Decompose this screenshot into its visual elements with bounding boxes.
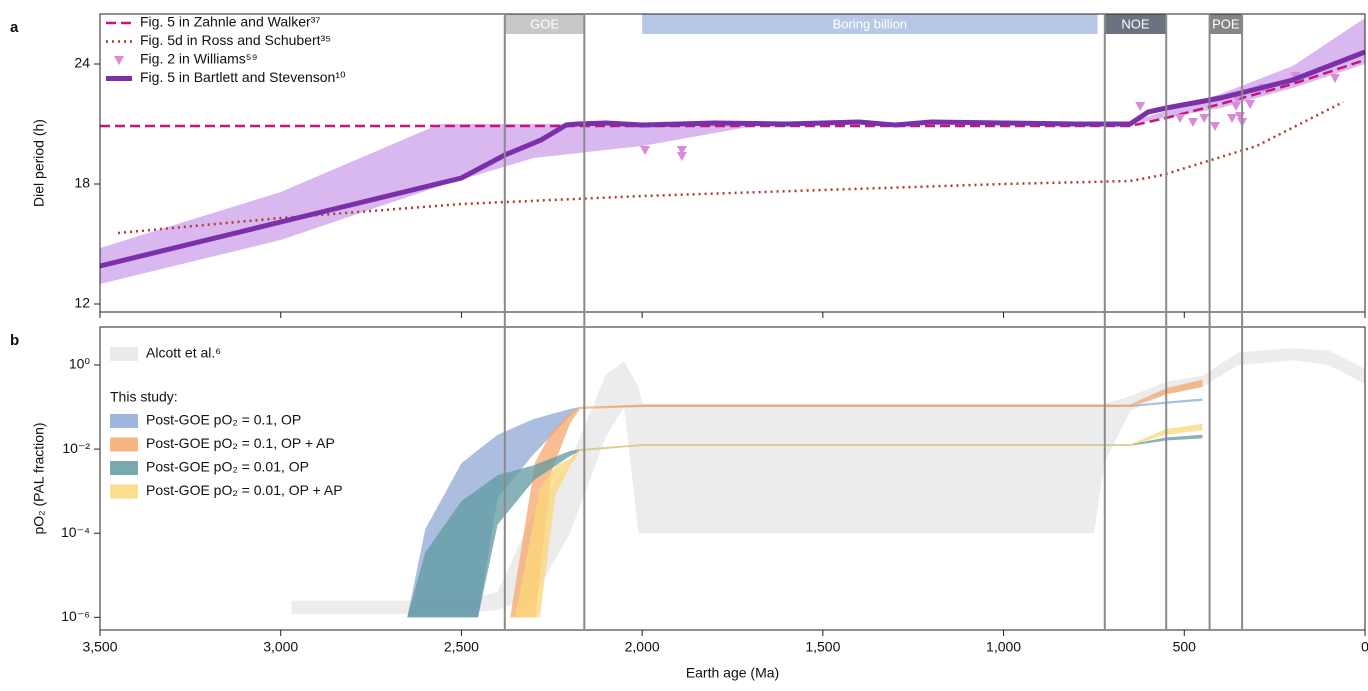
legend-label: Alcott et al.⁶ <box>146 345 221 361</box>
data-marker <box>1135 102 1146 111</box>
y-tick-label: 18 <box>74 175 90 191</box>
legend-label: Fig. 5d in Ross and Schubert³⁵ <box>140 32 331 48</box>
era-label: POE <box>1212 16 1240 31</box>
y-tick-label: 10⁰ <box>69 356 91 372</box>
data-marker <box>1245 100 1256 109</box>
data-marker <box>1174 114 1185 123</box>
legend-swatch <box>110 347 138 361</box>
x-tick-label: 1,500 <box>805 639 840 655</box>
legend-label: Fig. 5 in Zahnle and Walker³⁷ <box>140 14 320 30</box>
band <box>291 348 1365 615</box>
era-label: NOE <box>1121 16 1150 31</box>
y-axis-label: Diel period (h) <box>31 119 47 207</box>
y-tick-label: 24 <box>74 55 90 71</box>
x-tick-label: 2,000 <box>625 639 660 655</box>
plot-frame <box>99 13 1366 313</box>
y-tick-label: 10⁻⁶ <box>61 608 90 624</box>
legend-label: Fig. 2 in Williams⁵⁹ <box>140 51 258 67</box>
band <box>100 124 766 284</box>
data-marker <box>1230 102 1241 111</box>
era-band <box>642 14 1098 34</box>
y-tick-label: 10⁻² <box>62 440 90 456</box>
x-tick-label: 500 <box>1173 639 1197 655</box>
data-marker <box>676 152 687 161</box>
legend-swatch <box>110 484 138 499</box>
data-line <box>99 49 1366 269</box>
plot-frame <box>99 326 1366 631</box>
legend-marker <box>114 56 124 65</box>
data-marker <box>1210 122 1221 131</box>
era-band <box>1104 14 1167 34</box>
legend-heading: This study: <box>110 389 178 405</box>
era-label: GOE <box>530 16 559 31</box>
y-tick-label: 12 <box>74 295 90 311</box>
data-marker <box>1199 114 1210 123</box>
x-tick-label: 1,000 <box>986 639 1021 655</box>
x-tick-label: 3,000 <box>263 639 298 655</box>
legend-label: Post-GOE pO₂ = 0.1, OP + AP <box>146 435 335 451</box>
y-axis-label: pO₂ (PAL fraction) <box>31 422 47 534</box>
band <box>514 423 1203 618</box>
panel-label: a <box>10 19 19 36</box>
band <box>510 379 1203 618</box>
data-marker <box>1187 118 1198 127</box>
data-marker <box>676 146 687 155</box>
era-label: Boring billion <box>833 16 907 31</box>
legend-label: Fig. 5 in Bartlett and Stevenson¹⁰ <box>140 69 346 85</box>
legend-label: Post-GOE pO₂ = 0.01, OP <box>146 459 309 475</box>
x-tick-label: 3,500 <box>82 639 117 655</box>
x-tick-label: 2,500 <box>444 639 479 655</box>
legend-label: Post-GOE pO₂ = 0.01, OP + AP <box>146 482 343 498</box>
era-band <box>1209 14 1243 34</box>
legend-label: Post-GOE pO₂ = 0.1, OP <box>146 412 301 428</box>
legend-swatch <box>110 461 138 475</box>
x-axis-label: Earth age (Ma) <box>686 665 779 681</box>
panel-label: b <box>10 332 19 349</box>
era-band <box>504 14 585 34</box>
data-line <box>117 100 1344 235</box>
x-tick-label: 0 <box>1361 639 1368 655</box>
legend-swatch <box>110 437 138 452</box>
y-tick-label: 10⁻⁴ <box>61 524 90 540</box>
data-marker <box>1330 74 1341 83</box>
data-line <box>100 58 1366 128</box>
legend-swatch <box>110 414 138 428</box>
data-marker <box>1226 114 1237 123</box>
data-marker <box>640 146 651 155</box>
